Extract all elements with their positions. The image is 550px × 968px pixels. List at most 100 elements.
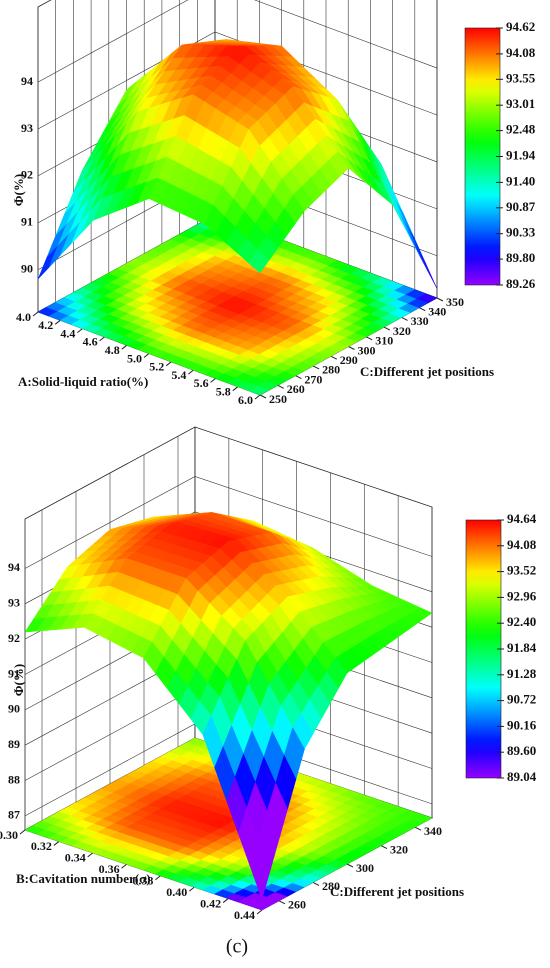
surface: [37, 39, 438, 289]
tick-mark: [254, 394, 261, 400]
x-tick-label: 0.42: [200, 896, 221, 910]
tick-mark: [121, 344, 128, 350]
x-tick-label: 4.8: [105, 343, 120, 357]
tick-mark: [436, 297, 444, 302]
tick-mark: [277, 384, 284, 389]
colorbar-label: 92.96: [507, 588, 537, 603]
tick-mark: [312, 881, 320, 886]
tick-mark: [330, 355, 338, 360]
tick-mark: [87, 852, 94, 858]
x-tick-label: 4.0: [16, 310, 31, 324]
floor-contour: [37, 214, 438, 396]
x-axis-title: A:Solid-liquid ratio(%): [18, 374, 148, 389]
colorbar-label: 89.80: [506, 250, 535, 265]
tick-mark: [210, 378, 216, 383]
z-tick-label: 90: [21, 262, 33, 276]
x-tick-label: 4.2: [38, 318, 53, 332]
colorbar-label: 94.08: [507, 537, 537, 552]
tick-mark: [380, 845, 388, 850]
y-tick-label: 260: [288, 898, 306, 912]
tick-mark: [188, 886, 195, 892]
tick-mark: [259, 394, 267, 399]
x-tick-label: 5.0: [127, 351, 142, 365]
colorbar-label: 91.40: [506, 173, 535, 188]
surface-patch: [248, 249, 270, 274]
floor-projection: [411, 813, 433, 823]
colorbar-label: 94.64: [507, 511, 537, 526]
tick-mark: [165, 361, 172, 367]
x-tick-label: 4.6: [83, 335, 98, 349]
z-tick-label: 91: [8, 666, 20, 680]
x-tick-label: 5.8: [216, 384, 231, 398]
z-tick-label: 93: [21, 121, 33, 135]
x-tick-label: 0.38: [132, 873, 153, 887]
x-tick-label: 5.4: [171, 368, 186, 382]
z-tick-label: 89: [8, 737, 20, 751]
x-tick-label: 0.32: [31, 839, 52, 853]
z-tick-label: 94: [8, 560, 20, 574]
y-tick-label: 320: [393, 324, 411, 338]
floor-projection: [416, 293, 438, 304]
x-tick-label: 0.34: [65, 851, 86, 865]
tick-mark: [143, 353, 150, 358]
y-tick-label: 250: [269, 392, 287, 406]
colorbar-label: 89.60: [507, 743, 536, 758]
colorbar-label: 94.62: [506, 19, 535, 34]
y-tick-label: 330: [411, 314, 429, 328]
tick-mark: [19, 829, 26, 835]
colorbar-label: 93.55: [506, 70, 536, 85]
y-tick-label: 300: [358, 343, 376, 357]
colorbar-label: 91.94: [506, 147, 536, 162]
z-axis-title: Φ(%): [11, 664, 26, 696]
y-tick-label: 270: [304, 372, 322, 386]
x-tick-label: 4.4: [60, 326, 75, 340]
tick-mark: [365, 336, 373, 341]
x-tick-label: 5.6: [194, 376, 209, 390]
colorbar-label: 89.04: [507, 769, 537, 784]
tick-mark: [295, 375, 302, 380]
x-tick-label: 0.30: [0, 828, 18, 842]
z-tick-label: 92: [8, 631, 20, 645]
colorbar-label: 90.72: [507, 692, 536, 707]
colorbar-label: 90.33: [506, 225, 536, 240]
panel-label: (c): [226, 936, 248, 958]
z-tick-label: 93: [8, 596, 20, 610]
colorbar: [465, 519, 502, 779]
surface: [24, 512, 433, 901]
x-tick-label: 0.36: [99, 862, 120, 876]
surface-patch: [249, 837, 271, 901]
colorbar-label: 91.28: [507, 666, 537, 681]
z-tick-label: 92: [21, 168, 33, 182]
grid-line: [37, 0, 438, 83]
y-tick-label: 350: [446, 295, 464, 309]
y-tick-label: 310: [375, 334, 393, 348]
tick-mark: [346, 863, 354, 868]
y-tick-label: 280: [322, 879, 340, 893]
tick-mark: [32, 311, 39, 317]
colorbar-label: 92.48: [506, 122, 536, 137]
z-tick-label: 91: [21, 215, 33, 229]
x-axis-title: B:Cavitation number(σ): [16, 871, 151, 886]
z-tick-label: 87: [8, 808, 20, 822]
y-tick-label: 320: [390, 842, 408, 856]
tick-mark: [312, 365, 320, 370]
y-tick-label: 340: [428, 304, 446, 318]
y-axis-title: C:Different jet positions: [360, 364, 494, 379]
tick-mark: [53, 841, 60, 846]
y-tick-label: 260: [287, 382, 305, 396]
y-axis-title: C:Different jet positions: [330, 884, 464, 899]
colorbar-label: 90.87: [506, 199, 536, 214]
x-tick-label: 0.44: [234, 908, 255, 922]
tick-mark: [348, 346, 355, 350]
tick-mark: [54, 319, 61, 325]
y-tick-label: 340: [424, 824, 442, 838]
colorbar-label: 91.84: [507, 640, 537, 655]
tick-mark: [99, 336, 105, 342]
tick-mark: [155, 875, 161, 881]
colorbar: [464, 27, 501, 286]
tick-mark: [256, 909, 263, 915]
colorbar-label: 93.52: [507, 563, 536, 578]
colorbar-label: 94.08: [506, 45, 536, 60]
colorbar-label: 92.40: [507, 614, 536, 629]
